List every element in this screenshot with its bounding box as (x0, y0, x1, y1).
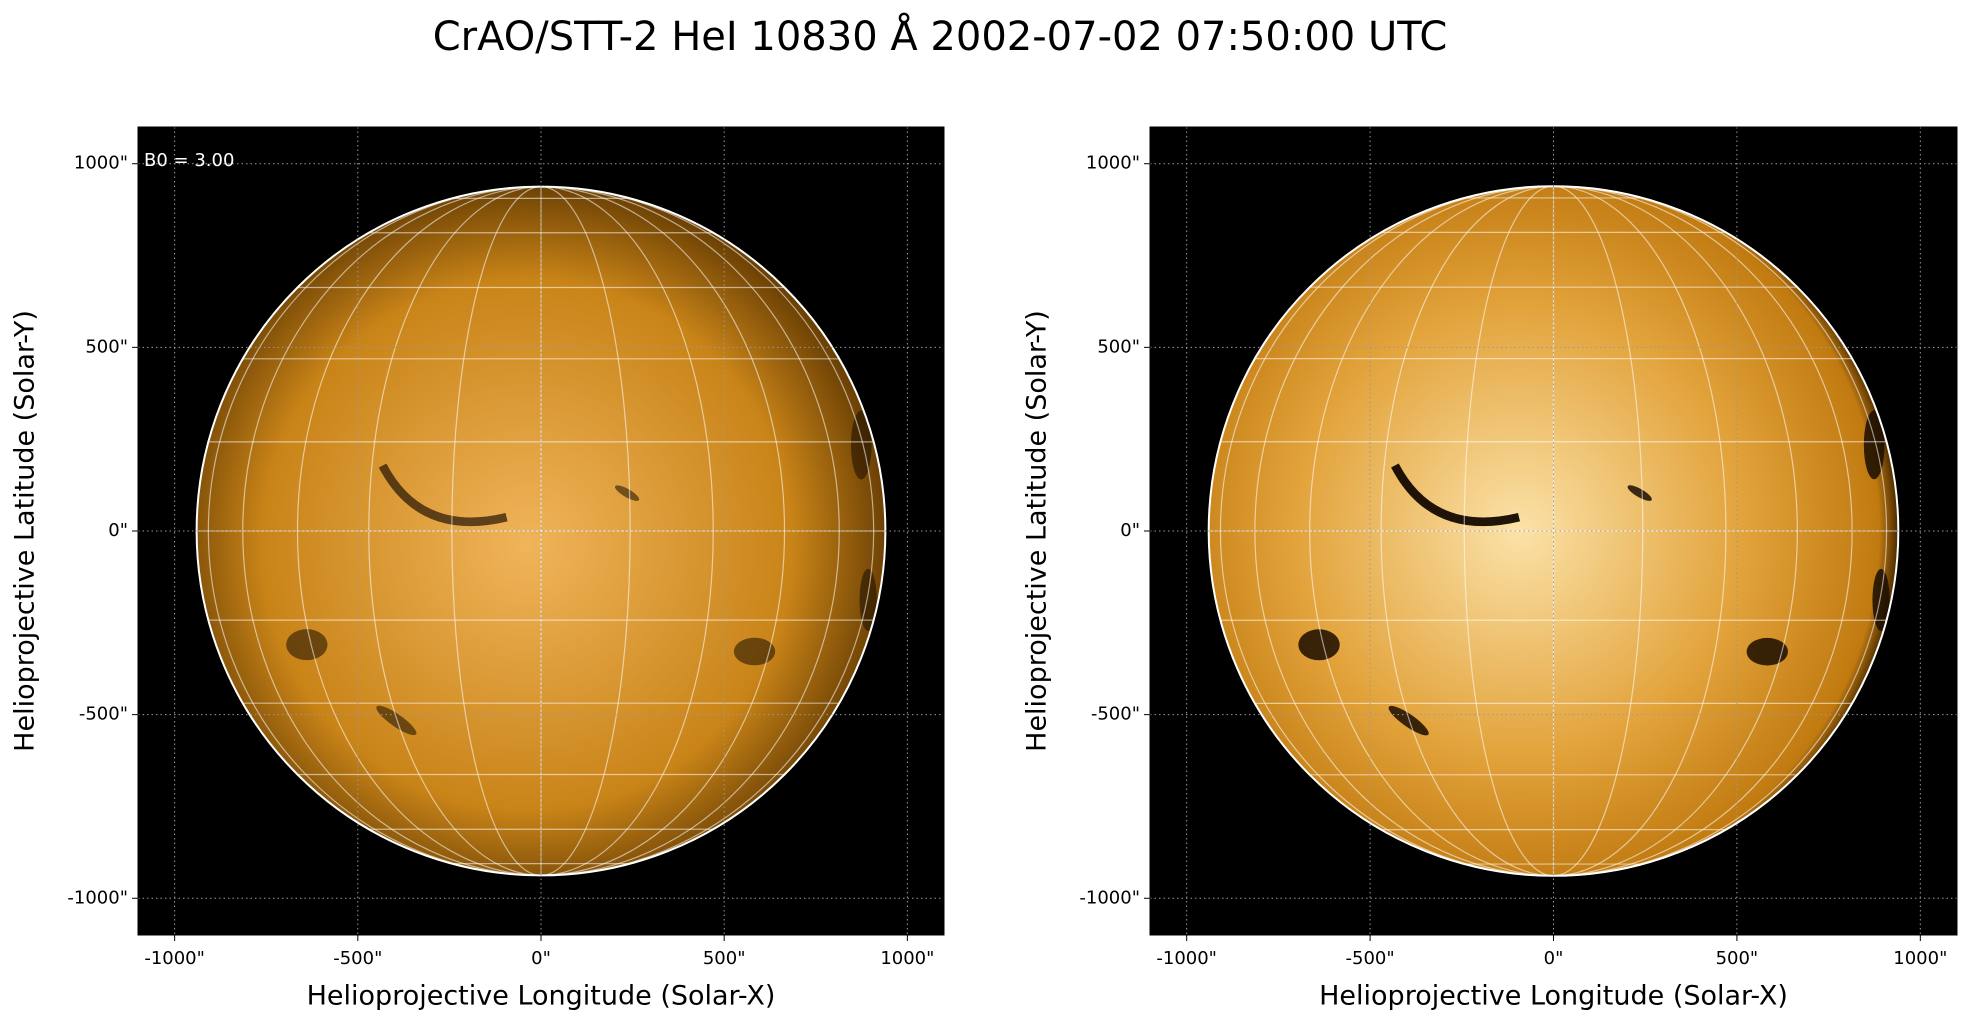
filament (1391, 463, 1521, 527)
x-tick-label: -1000" (1156, 948, 1217, 969)
dark-feature (286, 629, 328, 661)
axes-frame (1149, 126, 1958, 936)
dark-feature (614, 485, 640, 501)
x-tick-label: -500" (333, 948, 382, 969)
x-tick-label: 0" (1544, 948, 1564, 969)
y-tick-label: 1000" (74, 153, 128, 174)
y-axis-label: Helioprojective Latitude (Solar-Y) (1022, 310, 1053, 752)
dark-feature (376, 705, 417, 736)
dark-feature (1298, 629, 1340, 661)
figure-title: CrAO/STT-2 HeI 10830 Å 2002-07-02 07:50:… (433, 12, 1448, 60)
dark-feature (1388, 705, 1429, 736)
y-tick-label: 0" (1120, 520, 1140, 541)
y-tick-label: 1000" (1086, 153, 1140, 174)
y-tick-label: -1000" (1079, 887, 1140, 908)
y-tick-label: -500" (1091, 704, 1140, 725)
x-tick-label: 500" (1716, 948, 1759, 969)
filament (378, 463, 508, 527)
axes-frame (137, 126, 945, 936)
dark-feature (1627, 485, 1652, 501)
x-axis-label: Helioprojective Longitude (Solar-X) (307, 981, 776, 1012)
panel: -1000" -500" 0" 500" 1000" -1000" -500" 0" 500" 1… (10, 126, 945, 1012)
x-tick-label: -500" (1346, 948, 1395, 969)
panel: -1000" -500" 0" 500" 1000" -1000" -500" 0" 500" 1… (1022, 126, 1958, 1012)
x-tick-label: -1000" (144, 948, 205, 969)
x-tick-label: 0" (531, 948, 551, 969)
x-tick-label: 1000" (880, 948, 934, 969)
x-axis-label: Helioprojective Longitude (Solar-X) (1319, 981, 1788, 1012)
dark-feature (733, 637, 776, 666)
x-tick-label: 1000" (1893, 948, 1947, 969)
heliographic-grid (1208, 186, 1899, 876)
x-tick-label: 500" (703, 948, 746, 969)
y-tick-label: -1000" (67, 887, 128, 908)
dark-feature (1746, 637, 1788, 666)
y-tick-label: 0" (108, 520, 128, 541)
y-tick-label: 500" (85, 336, 128, 357)
y-axis-label: Helioprojective Latitude (Solar-Y) (10, 310, 41, 752)
annotation: B0 = 3.00 (144, 150, 234, 171)
y-tick-label: -500" (79, 704, 128, 725)
y-tick-label: 500" (1097, 336, 1140, 357)
